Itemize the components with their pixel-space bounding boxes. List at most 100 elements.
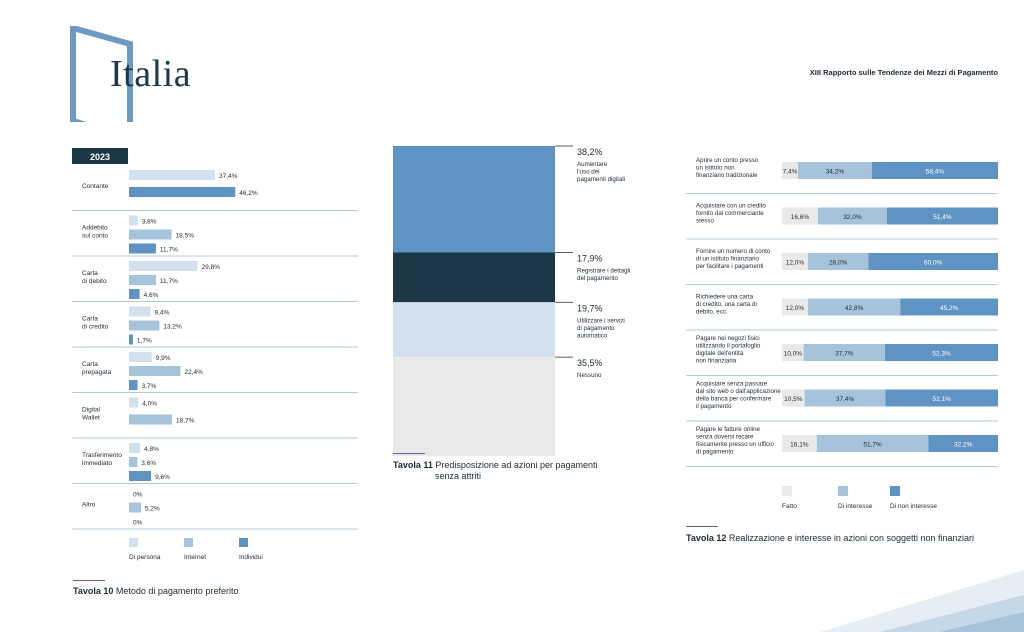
stack-segment bbox=[817, 207, 887, 225]
segment-value-label: 52,1% bbox=[933, 396, 952, 403]
category-label: Altro bbox=[82, 502, 96, 509]
bar-value-label: 37,4% bbox=[219, 173, 238, 180]
stack-segment bbox=[782, 389, 805, 407]
stack-segment bbox=[393, 146, 555, 253]
category-label: Carta bbox=[82, 361, 98, 368]
segment-value-label: 58,4% bbox=[926, 169, 945, 176]
segment-value-label: 52,3% bbox=[932, 351, 951, 358]
bar-value-label: 13,2% bbox=[163, 324, 182, 331]
row-label: di un istituto finanziario bbox=[696, 256, 760, 263]
segment-value-label: 10,5% bbox=[784, 396, 803, 403]
row-label: senza doversi recare bbox=[696, 434, 754, 441]
category-label: prepagata bbox=[82, 369, 112, 376]
caption-line bbox=[686, 526, 718, 527]
caption-tavola-12: Tavola 12 Realizzazione e interesse in a… bbox=[686, 533, 974, 543]
bar-value-label: 3,7% bbox=[142, 383, 157, 390]
segment-value-label: 7,4% bbox=[783, 169, 798, 176]
bar bbox=[129, 289, 140, 299]
year-tab bbox=[72, 148, 128, 164]
row-label: della banca per confermare bbox=[696, 396, 772, 403]
bar bbox=[129, 261, 198, 271]
report-title: XIII Rapporto sulle Tendenze dei Mezzi d… bbox=[809, 68, 998, 77]
bar-value-label: 18,7% bbox=[176, 418, 195, 425]
decorative-corner bbox=[820, 570, 1024, 632]
stack-segment bbox=[928, 435, 998, 452]
row-label: dal sito web o dall'applicazione bbox=[696, 388, 781, 395]
bar bbox=[129, 366, 181, 376]
bar bbox=[129, 457, 138, 467]
year-label: 2023 bbox=[90, 152, 110, 162]
bar-value-label: 4,0% bbox=[142, 401, 157, 408]
category-label: Carta bbox=[82, 316, 98, 323]
row-label: Acquistare con un credito bbox=[696, 203, 766, 210]
caption-line bbox=[393, 453, 425, 454]
segment-value-label: 35,5% bbox=[577, 358, 603, 368]
stack-segment bbox=[393, 357, 555, 456]
caption-number: Tavola 10 bbox=[73, 586, 114, 596]
legend-label: Internet bbox=[184, 554, 206, 561]
legend-swatch bbox=[890, 486, 900, 496]
segment-value-label: 12,0% bbox=[786, 260, 805, 267]
row-label: fisicamente presso un ufficio bbox=[696, 441, 775, 448]
bar bbox=[129, 471, 152, 481]
segment-name-label: Registrare i dettagli bbox=[577, 267, 630, 274]
segment-name-label: Utilizzare i servizi bbox=[577, 317, 625, 324]
row-label: Pagare nei negozi fisici bbox=[696, 335, 760, 342]
stack-segment bbox=[885, 344, 998, 361]
stack-segment bbox=[816, 435, 929, 452]
row-label: stesso bbox=[696, 218, 714, 225]
stack-segment bbox=[886, 207, 998, 225]
row-label: utilizzando il portafoglio bbox=[696, 343, 761, 350]
segment-value-label: 12,0% bbox=[786, 305, 805, 312]
stack-segment bbox=[803, 344, 886, 361]
segment-value-label: 34,2% bbox=[826, 169, 845, 176]
bar-value-label: 22,4% bbox=[185, 369, 204, 376]
segment-value-label: 45,2% bbox=[940, 305, 959, 312]
caption-text-line2: senza attriti bbox=[435, 471, 482, 481]
segment-value-label: 51,4% bbox=[933, 214, 952, 221]
bar-value-label: 0% bbox=[133, 492, 143, 499]
row-label: non finanziaria bbox=[696, 358, 737, 365]
stack-segment bbox=[782, 435, 817, 452]
bar-value-label: 3,6% bbox=[141, 460, 156, 467]
bar bbox=[129, 275, 156, 285]
caption-text-line1: Predisposizione ad azioni per pagamenti bbox=[435, 460, 598, 470]
segment-name-label: Aumentare bbox=[577, 161, 608, 168]
category-label: Wallet bbox=[82, 415, 100, 422]
row-label: fornito dal commerciante bbox=[696, 210, 764, 217]
bar-value-label: 11,7% bbox=[160, 247, 178, 254]
bar bbox=[129, 414, 173, 425]
stack-segment bbox=[900, 298, 998, 316]
stack-segment bbox=[807, 253, 869, 270]
stack-segment bbox=[782, 253, 808, 270]
segment-name-label: automatico bbox=[577, 332, 608, 339]
logo-text: Italia bbox=[110, 53, 192, 95]
segment-value-label: 51,7% bbox=[863, 442, 882, 449]
bar bbox=[129, 229, 172, 240]
segment-name-label: di pagamento bbox=[577, 325, 615, 332]
category-label: Carta bbox=[82, 270, 98, 277]
bar-value-label: 1,7% bbox=[137, 338, 152, 345]
segment-value-label: 16,6% bbox=[791, 214, 810, 221]
caption-text: Metodo di pagamento preferito bbox=[115, 586, 239, 596]
category-label: Addebito bbox=[82, 225, 108, 232]
bar bbox=[129, 334, 133, 345]
category-label: Trasferimento bbox=[82, 452, 122, 459]
bar bbox=[129, 306, 151, 317]
bar bbox=[129, 320, 160, 331]
bar-value-label: 11,7% bbox=[160, 278, 178, 285]
category-label: di debito bbox=[82, 278, 107, 285]
segment-value-label: 37,7% bbox=[835, 351, 854, 358]
legend-swatch bbox=[239, 538, 248, 547]
stack-segment bbox=[868, 253, 998, 270]
bar-value-label: 29,8% bbox=[202, 264, 221, 271]
segment-value-label: 19,7% bbox=[577, 303, 603, 313]
bar-value-label: 4,6% bbox=[144, 292, 159, 299]
bar bbox=[129, 352, 152, 362]
row-label: di credito, una carta di bbox=[696, 301, 757, 308]
row-label: il pagamento bbox=[696, 403, 732, 410]
category-label: immediato bbox=[82, 460, 112, 467]
stack-segment bbox=[885, 389, 998, 407]
